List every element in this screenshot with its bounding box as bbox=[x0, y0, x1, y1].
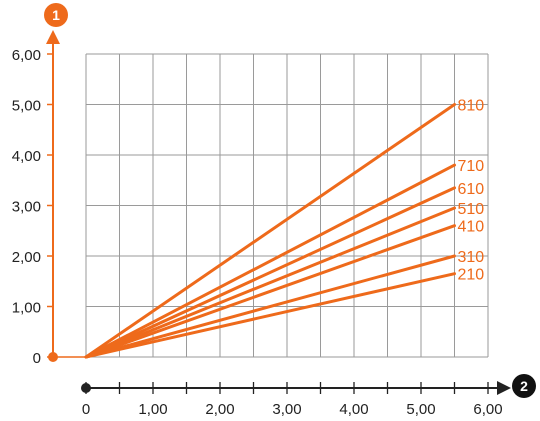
x-axis-badge bbox=[512, 374, 536, 398]
series-lines bbox=[84, 103, 456, 359]
series-line-810 bbox=[84, 103, 456, 359]
series-line-710 bbox=[84, 163, 456, 359]
series-label-710: 710 bbox=[458, 158, 485, 175]
series-label-610: 610 bbox=[458, 181, 485, 198]
x-tick-label: 4,00 bbox=[339, 401, 368, 418]
y-tick-label: 5,00 bbox=[12, 98, 41, 115]
y-tick-label: 0 bbox=[33, 350, 41, 367]
series-line-210 bbox=[84, 272, 456, 359]
series-line-510 bbox=[84, 206, 456, 359]
x-tick-label: 6,00 bbox=[473, 401, 502, 418]
series-label-810: 810 bbox=[458, 98, 485, 115]
series-line-410 bbox=[84, 224, 456, 359]
y-tick-label: 6,00 bbox=[12, 47, 41, 64]
series-line-610 bbox=[84, 186, 456, 359]
series-label-510: 510 bbox=[458, 201, 485, 218]
series-label-410: 410 bbox=[458, 219, 485, 236]
series-line-310 bbox=[84, 254, 456, 359]
series-label-310: 310 bbox=[458, 249, 485, 266]
tick-labels: 0 1,00 2,00 3,00 4,00 5,00 6,00 0 1,00 2,00 3,00 4,… bbox=[12, 47, 503, 418]
x-tick-label: 0 bbox=[82, 401, 90, 418]
y-tick-label: 2,00 bbox=[12, 249, 41, 266]
x-axis-origin-dot bbox=[81, 383, 91, 393]
axis-badges: 1 2 bbox=[44, 3, 536, 398]
y-axis-arrow-icon bbox=[46, 30, 60, 44]
x-axis-badge-text: 2 bbox=[520, 378, 528, 394]
series-label-210: 210 bbox=[458, 267, 485, 284]
y-tick-label: 4,00 bbox=[12, 148, 41, 165]
axes bbox=[46, 30, 511, 395]
x-tick-label: 5,00 bbox=[406, 401, 435, 418]
x-tick-label: 2,00 bbox=[205, 401, 234, 418]
y-tick-label: 3,00 bbox=[12, 199, 41, 216]
x-tick-label: 3,00 bbox=[272, 401, 301, 418]
x-axis-arrow-icon bbox=[497, 381, 511, 395]
y-axis-badge-text: 1 bbox=[52, 7, 60, 23]
x-tick-label: 1,00 bbox=[138, 401, 167, 418]
y-axis-badge bbox=[44, 3, 68, 27]
y-tick-label: 1,00 bbox=[12, 300, 41, 317]
